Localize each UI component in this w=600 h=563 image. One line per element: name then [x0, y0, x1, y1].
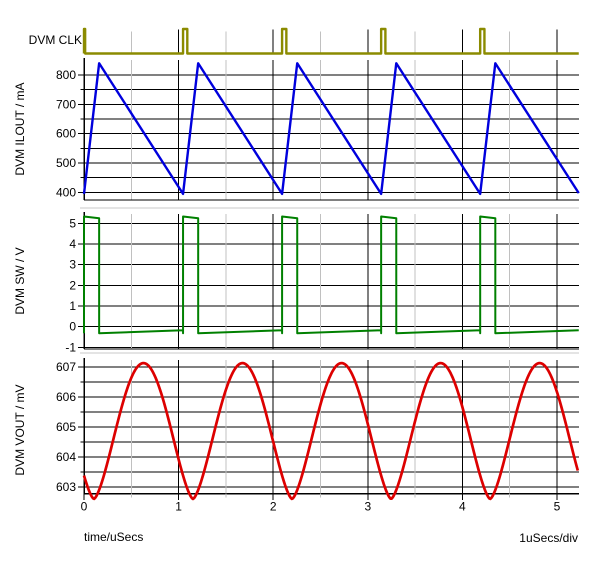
y-tick-label: 0 — [69, 320, 76, 334]
x-tick-label: 0 — [81, 500, 88, 514]
y-tick-label: 500 — [56, 156, 76, 170]
y-tick-label: 4 — [69, 237, 76, 251]
y-tick-label: 700 — [56, 97, 76, 111]
sw-curve[interactable] — [83, 215, 579, 335]
y-axis-title-vout: DVM VOUT / mV — [13, 384, 27, 476]
x-tick-label: 4 — [459, 500, 466, 514]
y-tick-label: 604 — [56, 450, 76, 464]
ilout-curve[interactable] — [82, 62, 580, 196]
y-tick-label: 400 — [56, 185, 76, 199]
clock-trace-label: DVM CLK — [28, 33, 82, 47]
x-tick-label: 3 — [364, 500, 371, 514]
y-tick-label: 800 — [56, 68, 76, 82]
y-tick-label: 607 — [56, 360, 76, 374]
x-tick-label: 2 — [270, 500, 277, 514]
x-tick-label: 5 — [554, 500, 561, 514]
clk-curve[interactable] — [82, 27, 579, 55]
y-tick-label: 5 — [69, 216, 76, 230]
x-axis-title: time/uSecs — [84, 530, 144, 544]
x-scale-per-div-label: 1uSecs/div — [519, 531, 578, 545]
y-tick-label: 2 — [69, 278, 76, 292]
y-tick-label: 600 — [56, 127, 76, 141]
x-tick-label: 1 — [175, 500, 182, 514]
y-tick-label: 606 — [56, 390, 76, 404]
vout-curve[interactable] — [82, 361, 580, 501]
y-tick-label: 3 — [69, 258, 76, 272]
y-tick-label: 605 — [56, 420, 76, 434]
y-tick-label: 603 — [56, 480, 76, 494]
y-tick-label: 1 — [69, 299, 76, 313]
y-tick-label: -1 — [65, 340, 76, 354]
